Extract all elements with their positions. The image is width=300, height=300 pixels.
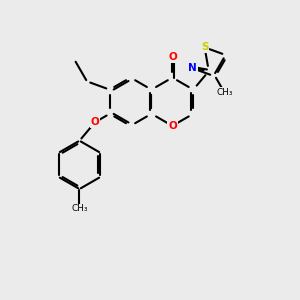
Text: N: N	[188, 63, 197, 73]
Text: O: O	[168, 121, 177, 131]
Text: CH₃: CH₃	[71, 204, 88, 213]
Text: O: O	[91, 117, 99, 127]
Text: S: S	[201, 42, 208, 52]
Text: O: O	[168, 52, 177, 62]
Text: CH₃: CH₃	[216, 88, 232, 97]
